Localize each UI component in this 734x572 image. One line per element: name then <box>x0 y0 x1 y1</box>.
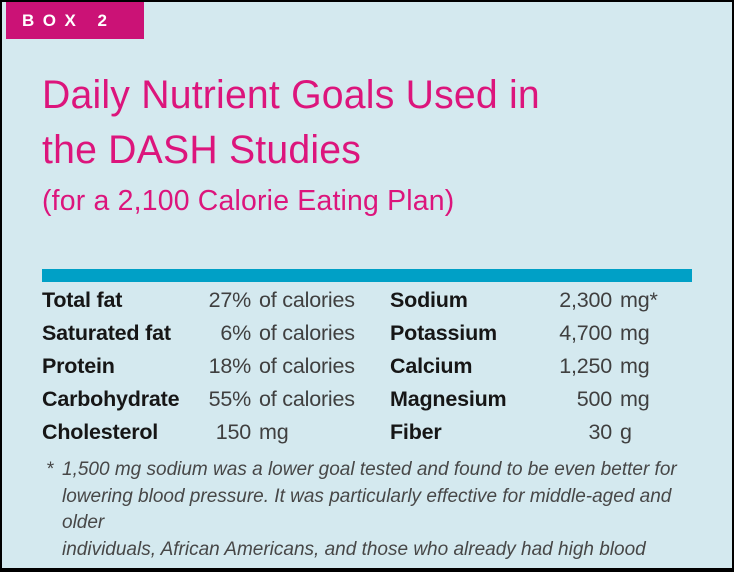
footnote: * 1,500 mg sodium was a lower goal teste… <box>42 457 704 569</box>
nutrient-label: Magnesium <box>390 387 507 411</box>
nutrient-label: Calcium <box>390 354 473 378</box>
nutrient-label: Total fat <box>42 288 123 312</box>
value-number: 1,250 <box>559 354 612 378</box>
value-number: 30 <box>588 420 612 444</box>
title-line-1: Daily Nutrient Goals Used in <box>42 73 540 117</box>
footnote-line: individuals, African Americans, and thos… <box>62 538 646 569</box>
value-unit: of calories <box>259 288 355 312</box>
footnote-marker: * <box>46 459 54 480</box>
footnote-line: 1,500 mg sodium was a lower goal tested … <box>62 459 677 480</box>
value-unit: of calories <box>259 321 355 345</box>
title-line-2: the DASH Studies <box>42 128 362 172</box>
nutrient-label: Cholesterol <box>42 420 159 444</box>
value-number: 150 <box>215 420 251 444</box>
value-unit: mg <box>620 387 650 411</box>
page-subtitle: (for a 2,100 Calorie Eating Plan) <box>42 185 455 217</box>
footnote-text: 1,500 mg sodium was a lower goal tested … <box>62 457 704 569</box>
nutrient-value: 500 mg <box>550 383 704 416</box>
nutrient-value: 150 mg <box>205 416 390 449</box>
nutrient-value: 18% of calories <box>205 350 390 383</box>
nutrient-value: 27% of calories <box>205 284 390 317</box>
box-tab-label: BOX 2 <box>22 11 116 30</box>
nutrient-label: Saturated fat <box>42 321 171 345</box>
value-unit: mg <box>620 321 650 345</box>
nutrient-label: Sodium <box>390 288 468 312</box>
value-unit: of calories <box>259 387 355 411</box>
box-tab: BOX 2 <box>6 2 144 39</box>
nutrient-label: Fiber <box>390 420 442 444</box>
nutrient-value: 1,250 mg <box>550 350 704 383</box>
nutrient-value: 55% of calories <box>205 383 390 416</box>
value-number: 4,700 <box>559 321 612 345</box>
footnote-line: lowering blood pressure. It was particul… <box>62 485 672 534</box>
nutrient-label: Carbohydrate <box>42 387 180 411</box>
nutrient-value: 4,700 mg <box>550 317 704 350</box>
value-unit: mg* <box>620 288 658 312</box>
value-number: 18% <box>208 354 252 378</box>
value-number: 6% <box>220 321 251 345</box>
value-unit: g <box>620 420 632 444</box>
nutrient-label: Potassium <box>390 321 497 345</box>
nutrient-label: Protein <box>42 354 115 378</box>
nutrient-value: 2,300 mg* <box>550 284 704 317</box>
page-title: Daily Nutrient Goals Used in the DASH St… <box>42 68 691 178</box>
nutrient-value: 6% of calories <box>205 317 390 350</box>
nutrient-value: 30 g <box>550 416 704 449</box>
value-number: 500 <box>576 387 612 411</box>
value-unit: mg <box>259 420 289 444</box>
value-unit: of calories <box>259 354 355 378</box>
nutrient-table: Total fat 27% of calories Sodium 2,300 mg*… <box>42 284 704 449</box>
divider-bar <box>42 269 692 282</box>
value-unit: mg <box>620 354 650 378</box>
value-number: 55% <box>208 387 252 411</box>
value-number: 27% <box>208 288 252 312</box>
value-number: 2,300 <box>559 288 612 312</box>
